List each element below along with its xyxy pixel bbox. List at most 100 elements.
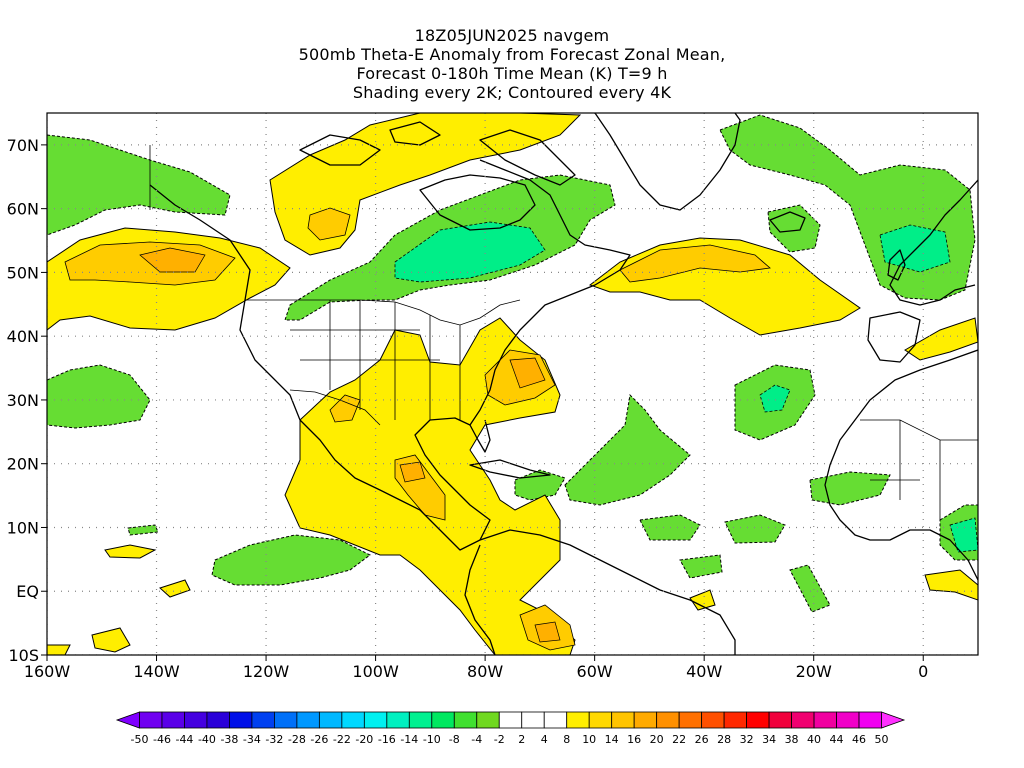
colorbar-swatch (341, 711, 365, 729)
sw-corner-positive-region (47, 644, 71, 655)
colorbar-label: -34 (243, 733, 261, 746)
colorbar-swatch (318, 711, 343, 729)
florida-coastline (469, 419, 491, 453)
south-america-negative-region (679, 554, 723, 579)
colorbar-label: 44 (830, 733, 844, 746)
colorbar-swatch (656, 711, 680, 729)
atlantic-eq-positive-region (689, 589, 716, 611)
us-mexico-border (289, 389, 381, 426)
colorbar-label: -10 (423, 733, 441, 746)
colorbar-label: 34 (762, 733, 776, 746)
colorbar-label: 10 (582, 733, 596, 746)
colorbar-label: 38 (785, 733, 799, 746)
colorbar-label: -28 (288, 733, 306, 746)
map-title-block: 18Z05JUN2025 navgem 500mb Theta-E Anomal… (0, 26, 1024, 102)
colorbar-label: -32 (265, 733, 283, 746)
colorbar-swatch (386, 711, 410, 729)
colorbar-swatch (273, 711, 298, 729)
lat-tick-label: 20N (7, 455, 39, 474)
lat-tick-label: 50N (7, 263, 39, 282)
colorbar-label: -4 (471, 733, 482, 746)
lat-tick-label: 40N (7, 327, 39, 346)
longitude-axis: 160W 140W 120W 100W 80W 60W 40W 20W 0 (24, 655, 928, 681)
cuba-coastline (469, 459, 551, 479)
gulf-peak-positive (509, 357, 546, 389)
colorbar-swatch (453, 711, 478, 729)
lon-tick-label: 60W (577, 662, 613, 681)
colorbar-swatch (229, 711, 253, 729)
colorbar-label: -16 (378, 733, 396, 746)
pacific-far-s-positive-region (91, 627, 131, 653)
colorbar-label: -26 (310, 733, 328, 746)
colorbar-swatch (791, 711, 815, 729)
lat-tick-label: 70N (7, 136, 39, 155)
colorbar-label: -8 (449, 733, 460, 746)
colorbar-label: 16 (627, 733, 641, 746)
iceland-negative-region (767, 204, 821, 253)
colorbar-label: 8 (563, 733, 570, 746)
colorbar-label: 26 (695, 733, 709, 746)
title-line-3: Forecast 0-180h Time Mean (K) T=9 h (356, 64, 668, 83)
lon-tick-label: 100W (352, 662, 399, 681)
colorbar-swatch (251, 711, 275, 729)
colorbar-label: 32 (740, 733, 754, 746)
colorbar-label: -44 (175, 733, 193, 746)
north-america-coastline (149, 159, 631, 551)
pacific-sw-positive-region (104, 544, 157, 559)
lat-tick-label: 60N (7, 200, 39, 219)
colorbar-swatch (566, 711, 590, 729)
colorbar-swatch (678, 711, 703, 729)
colorbar-swatch (543, 711, 568, 729)
africa-borders (860, 419, 978, 520)
colorbar-swatch (498, 711, 523, 729)
colorbar-swatch (746, 711, 770, 729)
colorbar-label: 4 (541, 733, 548, 746)
colorbar-swatch (813, 711, 837, 729)
colorbar-swatch (521, 711, 545, 729)
colorbar-label: -50 (131, 733, 149, 746)
south-america-peak-positive (534, 621, 561, 643)
colorbar-swatch (476, 711, 500, 729)
colorbar-swatch (206, 711, 230, 729)
colorbar-swatch (858, 711, 882, 729)
latitude-axis: 70N 60N 50N 40N 30N 20N 10N EQ 10S (7, 136, 47, 665)
colorbar-label: -20 (355, 733, 373, 746)
colorbar-label: -40 (198, 733, 216, 746)
colorbar-label: 40 (807, 733, 821, 746)
lon-tick-label: 0 (918, 662, 928, 681)
political-borders (149, 145, 978, 520)
lon-tick-label: 120W (243, 662, 290, 681)
colorbar-swatch (408, 711, 433, 729)
pacific-30n-negative-region (47, 364, 151, 429)
lon-tick-label: 40W (686, 662, 722, 681)
lat-tick-label: 10N (7, 518, 39, 537)
atlantic-central-negative-region (564, 393, 691, 506)
europe-coastline (889, 179, 978, 306)
colorbar-label: -38 (220, 733, 238, 746)
colorbar-swatch (611, 711, 635, 729)
atlantic-10n-east-negative-region (724, 514, 786, 544)
arctic-islands-coastline (299, 121, 441, 166)
europe-strong-negative (879, 224, 951, 273)
strong-negative-anomaly-shading (394, 221, 978, 553)
africa-east-positive-region (924, 569, 978, 601)
us-state-lines (290, 300, 461, 420)
central-america-peak-positive (399, 461, 426, 483)
canada-strong-negative (394, 221, 546, 283)
colorbar-label: 14 (605, 733, 619, 746)
greenland-coastline (594, 113, 741, 211)
title-line-2: 500mb Theta-E Anomaly from Forecast Zona… (298, 45, 726, 64)
map-panel (47, 113, 978, 655)
colorbar-swatch (363, 711, 388, 729)
colorbar-arrow-high (881, 711, 906, 729)
lat-tick-label: 10S (8, 646, 39, 665)
atlantic-strong-positive (619, 244, 771, 283)
south-america-coastline (479, 529, 736, 655)
colorbar-swatch (588, 711, 613, 729)
colorbar-label: 2 (518, 733, 525, 746)
colorbar-label: 28 (717, 733, 731, 746)
us-canada-border (245, 299, 521, 326)
map-frame (46, 112, 979, 656)
lon-tick-label: 140W (133, 662, 180, 681)
